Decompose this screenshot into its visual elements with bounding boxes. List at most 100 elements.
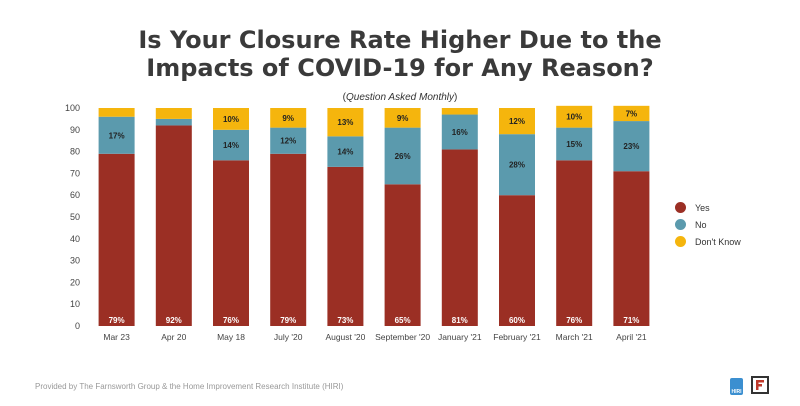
data-label-no: 16% <box>452 128 468 137</box>
bar-segment-yes <box>441 149 478 326</box>
legend-label-no: No <box>695 219 707 230</box>
x-category-label: January '21 <box>438 332 482 342</box>
bar-segment-dont-know <box>384 108 421 128</box>
bar-segment-dont-know <box>98 108 135 117</box>
subtitle-close: ) <box>454 92 458 103</box>
x-category-label: Apr 20 <box>161 332 186 342</box>
bar-segment-yes <box>327 166 364 326</box>
chart-title-line1: Is Your Closure Rate Higher Due to the <box>138 26 662 54</box>
x-category-label: July '20 <box>274 332 303 342</box>
bar-segment-yes <box>613 171 650 326</box>
data-label-yes: 76% <box>223 316 239 325</box>
data-label-dont-know: 7% <box>626 109 638 118</box>
y-tick-label: 80 <box>70 147 80 157</box>
bar-segment-yes <box>384 184 421 326</box>
bar-segment-dont-know <box>441 108 478 115</box>
data-label-dont-know: 9% <box>397 114 409 123</box>
data-label-no: 14% <box>337 148 353 157</box>
farnsworth-logo <box>751 376 769 394</box>
bar-segment-dont-know <box>556 105 593 128</box>
y-tick-label: 60 <box>70 190 80 200</box>
bar-segment-no <box>270 127 307 154</box>
data-label-no: 15% <box>566 140 582 149</box>
bar-segment-yes <box>213 160 249 326</box>
data-label-yes: 76% <box>566 316 582 325</box>
data-label-yes: 60% <box>509 316 525 325</box>
data-label-yes: 65% <box>395 316 411 325</box>
y-tick-label: 90 <box>70 125 80 135</box>
y-tick-label: 0 <box>75 321 80 331</box>
chart-legend: Yes No Don't Know <box>675 199 741 250</box>
bar-segment-no <box>327 136 364 167</box>
y-tick-label: 40 <box>70 234 80 244</box>
data-label-dont-know: 10% <box>223 115 239 124</box>
x-category-label: April '21 <box>616 332 647 342</box>
bar-segment-no <box>98 116 135 154</box>
x-category-label: May 18 <box>217 332 245 342</box>
data-label-yes: 79% <box>280 316 296 325</box>
subtitle-open: ( <box>342 92 346 103</box>
legend-item-yes: Yes <box>675 199 741 216</box>
chart-title-line2: Impacts of COVID-19 for Any Reason? <box>146 54 654 82</box>
bar-segment-yes <box>98 153 135 326</box>
data-label-no: 26% <box>395 152 411 161</box>
data-label-dont-know: 9% <box>282 114 294 123</box>
legend-swatch-yes <box>675 202 686 213</box>
hiri-logo-text: HIRI <box>731 389 742 395</box>
bar-segment-no <box>556 127 593 161</box>
y-tick-label: 70 <box>70 168 80 178</box>
data-label-yes: 71% <box>623 316 639 325</box>
farnsworth-f-icon <box>756 380 764 390</box>
bar-segment-dont-know <box>270 108 307 128</box>
data-label-no: 23% <box>623 142 639 151</box>
bar-segment-no <box>384 127 421 185</box>
legend-label-dont-know: Don't Know <box>695 236 741 247</box>
bar-segment-yes <box>556 160 593 326</box>
data-label-no: 14% <box>223 141 239 150</box>
subtitle-text: Question Asked Monthly <box>345 92 455 103</box>
data-label-yes: 92% <box>166 316 182 325</box>
legend-item-dont-know: Don't Know <box>675 233 741 250</box>
x-category-label: Mar 23 <box>103 332 130 342</box>
data-label-yes: 79% <box>109 316 125 325</box>
legend-swatch-no <box>675 219 686 230</box>
chart-title: Is Your Closure Rate Higher Due to the I… <box>0 26 800 82</box>
bar-segment-dont-know <box>213 108 249 130</box>
data-label-no: 12% <box>280 137 296 146</box>
bar-segment-no <box>441 114 478 150</box>
bar-segment-yes <box>270 153 307 326</box>
stacked-bar-chart: 0 10 20 30 40 50 60 70 80 90 100 79% 17% Mar 23 92% Apr… <box>65 103 650 342</box>
x-category-label: February '21 <box>493 332 541 342</box>
y-tick-label: 100 <box>65 103 80 113</box>
data-label-yes: 81% <box>452 316 468 325</box>
data-label-yes: 73% <box>337 316 353 325</box>
bar-segment-dont-know <box>155 108 192 119</box>
legend-swatch-dont-know <box>675 236 686 247</box>
x-category-label: August '20 <box>325 332 365 342</box>
legend-item-no: No <box>675 216 741 233</box>
bar-segment-dont-know <box>499 108 535 135</box>
chart-subtitle: (Question Asked Monthly) <box>0 92 800 103</box>
y-tick-label: 50 <box>70 212 80 222</box>
data-label-dont-know: 12% <box>509 117 525 126</box>
bar-segment-no <box>499 134 535 196</box>
source-footer: Provided by The Farnsworth Group & the H… <box>35 382 344 391</box>
bar-segment-dont-know <box>613 105 650 122</box>
data-label-dont-know: 10% <box>566 113 582 122</box>
x-category-label: September '20 <box>375 332 430 342</box>
data-label-no: 28% <box>509 161 525 170</box>
bar-segment-dont-know <box>327 108 364 137</box>
bar-segment-yes <box>155 125 192 326</box>
bar-segment-no <box>613 121 650 172</box>
data-label-dont-know: 13% <box>337 118 353 127</box>
x-category-label: March '21 <box>556 332 593 342</box>
data-label-no: 17% <box>109 131 125 140</box>
y-tick-label: 20 <box>70 277 80 287</box>
bar-segment-no <box>213 129 249 161</box>
hiri-logo: HIRI <box>730 378 743 395</box>
y-tick-label: 30 <box>70 256 80 266</box>
bar-segment-no <box>155 118 192 126</box>
legend-label-yes: Yes <box>695 202 710 213</box>
bar-segment-yes <box>499 195 535 326</box>
y-tick-label: 10 <box>70 299 80 309</box>
